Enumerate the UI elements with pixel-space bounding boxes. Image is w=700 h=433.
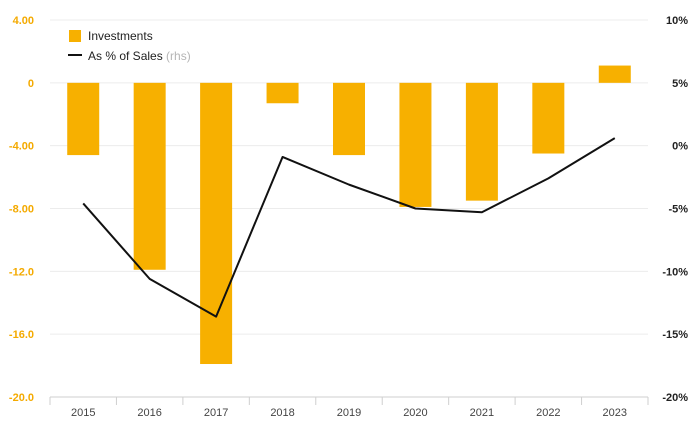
legend-note-rhs: (rhs) [166,49,191,63]
x-tick-label: 2015 [71,407,95,419]
y-right-tick-label: 10% [666,15,688,27]
y-left-tick-label: -8.00 [9,204,34,216]
bar [133,82,166,270]
x-tick-label: 2022 [536,407,560,419]
axes: 4.00 10% 0 5% -4.00 0% -8.00 -5% -12.0 -10% -16.0 -… [9,15,688,419]
legend-label-sales: As % of Sales (rhs) [88,49,191,63]
bar [465,82,498,201]
line-sales-share [82,137,616,318]
bar [598,65,631,83]
x-tick-label: 2016 [137,407,161,419]
bar [333,82,365,156]
y-left-tick-label: -20.0 [9,392,34,404]
bar [200,82,233,365]
y-left-tick-label: -16.0 [9,329,34,341]
y-right-tick-label: -15% [662,329,688,341]
series-line [82,137,616,318]
y-left-tick-label: 0 [28,78,34,90]
y-right-tick-label: -10% [662,266,688,278]
legend-swatch-investments [69,30,81,42]
y-left-tick-label: 4.00 [13,15,34,27]
x-tick-label: 2020 [403,407,427,419]
y-left-tick-label: -4.00 [9,141,34,153]
bar [532,82,565,154]
x-tick-label: 2023 [603,407,627,419]
y-right-tick-label: 0% [672,141,688,153]
x-tick-label: 2018 [270,407,294,419]
y-right-tick-label: -20% [662,392,688,404]
bar [399,82,432,207]
legend: Investments As % of Sales (rhs) [68,29,191,63]
bar [266,82,299,104]
x-tick-label: 2017 [204,407,228,419]
y-right-tick-label: -5% [668,204,688,216]
x-tick-label: 2021 [470,407,494,419]
bar [67,82,100,156]
x-tick-label: 2019 [337,407,361,419]
y-right-tick-label: 5% [672,78,688,90]
legend-label-investments: Investments [88,29,153,43]
y-left-tick-label: -12.0 [9,266,34,278]
